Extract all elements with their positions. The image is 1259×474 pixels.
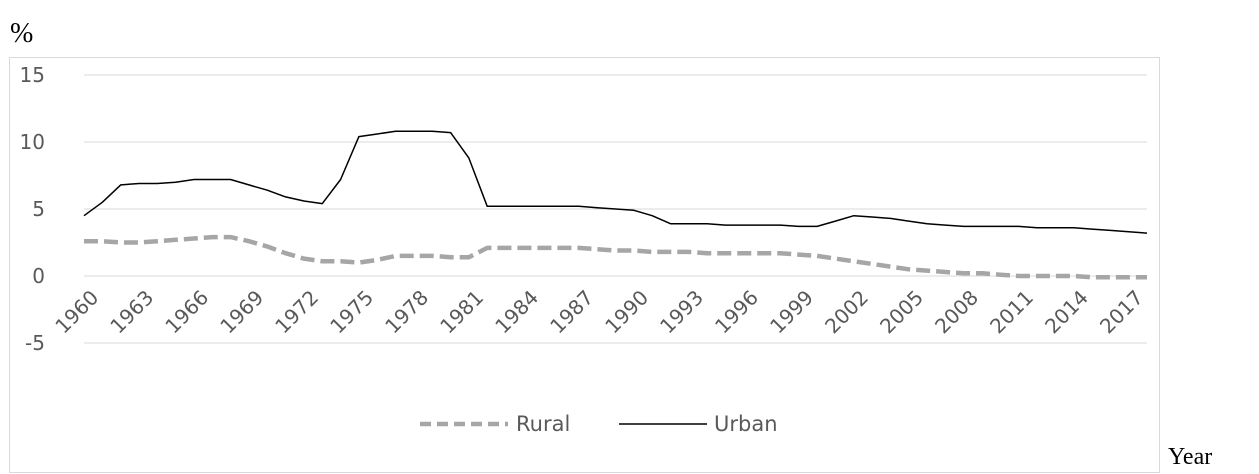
legend: Rural Urban (420, 412, 778, 436)
x-axis-name: Year (1168, 444, 1212, 470)
legend-label-urban: Urban (714, 412, 778, 436)
y-tick-labels: 15 10 5 0 -5 (20, 63, 45, 355)
legend-label-rural: Rural (516, 412, 570, 436)
series-line-urban (83, 130, 1148, 234)
chart-border (9, 57, 1160, 473)
y-tick-label: 15 (20, 63, 45, 87)
y-tick-label: 10 (20, 130, 45, 154)
y-unit-label: % (10, 18, 33, 49)
series-lines (83, 130, 1148, 280)
series-line-rural (84, 234, 1147, 280)
y-tick-label: 5 (32, 197, 45, 221)
y-tick-label: -5 (25, 331, 45, 355)
y-tick-label: 0 (32, 264, 45, 288)
